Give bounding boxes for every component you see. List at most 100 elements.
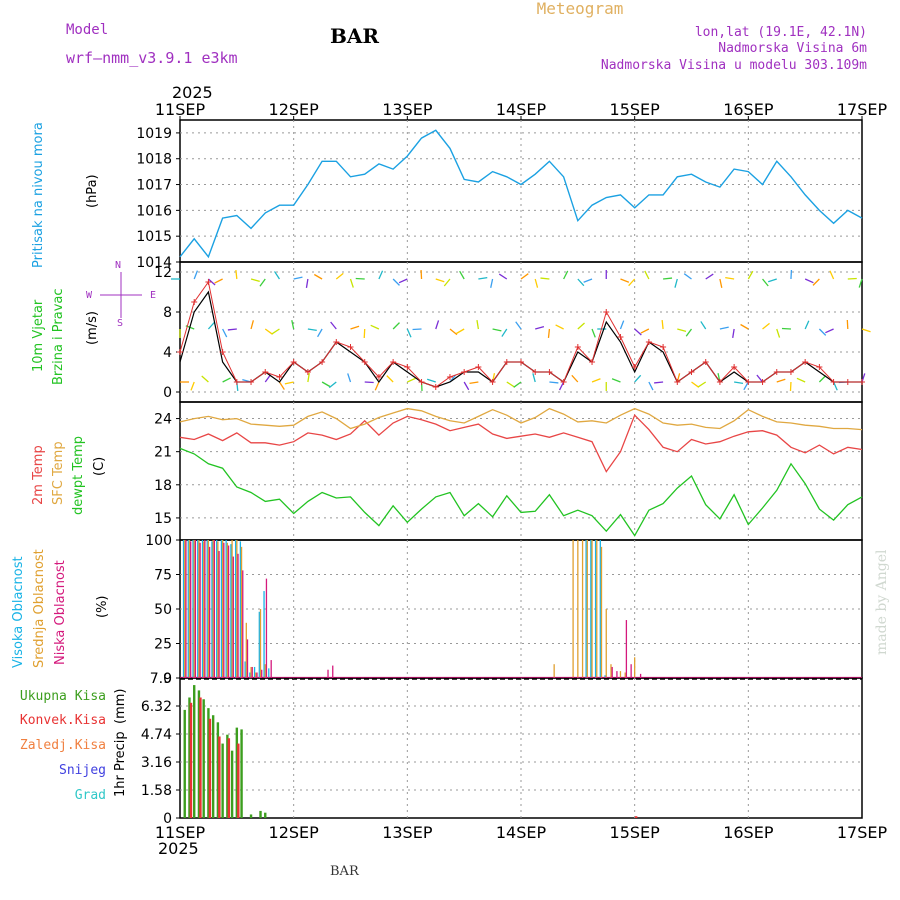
precip-bar	[259, 810, 262, 818]
wind-arrow	[264, 328, 273, 335]
gust-marker	[475, 364, 482, 370]
wind-arrow	[683, 273, 692, 280]
wind-arrow	[278, 381, 285, 390]
gust-marker	[674, 379, 681, 385]
gust-marker	[262, 369, 269, 375]
legend-conv-rain: Konvek.Kisa	[20, 713, 106, 728]
precip-bar	[264, 812, 267, 818]
wind-arrow	[705, 273, 714, 280]
y-tick-label: 6.32	[141, 699, 172, 715]
gust-marker	[205, 279, 212, 285]
wind-arrow	[549, 381, 559, 384]
gust-marker	[773, 369, 780, 375]
wind-arrow	[620, 278, 630, 283]
wind-arrow	[406, 328, 412, 338]
precip-bar	[227, 738, 231, 818]
y-tick-label: 0	[163, 385, 172, 401]
time-label-bottom: 11SEP	[155, 823, 206, 842]
compass-s: S	[117, 318, 123, 329]
year-bottom: 2025	[158, 839, 199, 858]
time-label-top: 11SEP	[155, 100, 206, 119]
wind-arrow	[386, 375, 394, 383]
time-label-bottom: 16SEP	[723, 823, 774, 842]
wind-arrow	[490, 278, 494, 288]
station-title: BAR	[330, 24, 379, 48]
compass-e: E	[150, 290, 156, 301]
wind-arrow	[378, 270, 384, 280]
wind-arrow	[547, 328, 551, 339]
wind-arrow	[222, 377, 231, 383]
wind-arrow	[577, 278, 585, 287]
y-tick-label: 7.9	[150, 671, 172, 687]
wind-arrow	[591, 328, 596, 338]
gust-marker	[574, 344, 581, 350]
gust-marker	[603, 309, 610, 315]
time-label-bottom: 17SEP	[837, 823, 888, 842]
wind-arrow	[829, 270, 835, 280]
precip-bar	[183, 709, 186, 818]
wind-arrow	[520, 273, 529, 280]
wind-arrow	[804, 278, 814, 284]
precip-bar	[199, 697, 202, 818]
wind-arrow	[804, 320, 810, 330]
wind-arrow	[725, 276, 735, 280]
legend-frz-rain: Zaledj.Kisa	[20, 738, 106, 753]
footer-station: BAR	[330, 864, 360, 879]
wind-speed-line	[179, 290, 862, 388]
precip-bar	[218, 736, 221, 818]
precip-bar	[193, 685, 196, 818]
gust-marker	[489, 379, 496, 385]
wind-arrow	[456, 328, 465, 335]
gust-marker	[802, 359, 809, 365]
time-label-bottom: 13SEP	[382, 823, 433, 842]
wind-arrow	[861, 328, 871, 333]
precip-ylabel: 1hr Precip	[113, 731, 128, 797]
precip-bar	[230, 750, 234, 818]
wind-arrow	[762, 278, 769, 287]
wind-arrow	[555, 324, 564, 330]
pressure-unit: (hPa)	[85, 174, 100, 208]
y-tick-label: 0	[163, 671, 172, 687]
y-tick-label: 18	[154, 478, 172, 494]
gust-marker	[830, 379, 837, 385]
y-tick-label: 21	[154, 445, 172, 461]
wind-arrow	[207, 321, 215, 330]
gust-marker	[660, 344, 667, 350]
gust-marker	[688, 369, 695, 375]
temp-sfc-line	[179, 407, 863, 431]
temp-unit: (C)	[92, 457, 107, 476]
gust-marker	[731, 364, 738, 370]
wind-arrow	[767, 278, 777, 283]
wind-arrow	[190, 381, 195, 391]
pressure-line	[179, 129, 863, 259]
precip-bar	[634, 816, 638, 818]
y-tick-label: 0	[163, 811, 172, 827]
gust-marker	[787, 369, 794, 375]
y-tick-label: 1019	[136, 126, 172, 142]
wind-arrow	[330, 321, 337, 330]
precip-unit: (mm)	[113, 689, 128, 724]
gust-marker	[859, 379, 865, 385]
wind-arrow	[634, 374, 642, 383]
wind-arrow	[305, 278, 309, 288]
wind-arrow	[719, 326, 729, 330]
wind-arrow	[207, 278, 216, 286]
wind-arrow	[663, 277, 673, 280]
time-label-top: 16SEP	[723, 100, 774, 119]
cloud-ylabel-low: Niska Oblacnost	[53, 560, 68, 665]
wind-arrow	[349, 278, 354, 288]
wind-arrow	[674, 278, 678, 288]
wind-arrow	[476, 320, 480, 330]
coords: lon,lat (19.1E, 42.1N)	[695, 25, 867, 40]
precip-bar	[237, 743, 240, 818]
wind-arrow	[532, 373, 536, 383]
gust-marker	[759, 379, 766, 385]
time-label-top: 12SEP	[269, 100, 320, 119]
wind-arrow	[619, 320, 625, 330]
wind-arrow	[250, 320, 254, 330]
y-tick-label: 1015	[136, 229, 172, 245]
wind-arrow	[535, 326, 545, 330]
panel-frame	[179, 677, 863, 819]
wind-arrow	[291, 320, 295, 330]
wind-arrow	[677, 328, 687, 332]
